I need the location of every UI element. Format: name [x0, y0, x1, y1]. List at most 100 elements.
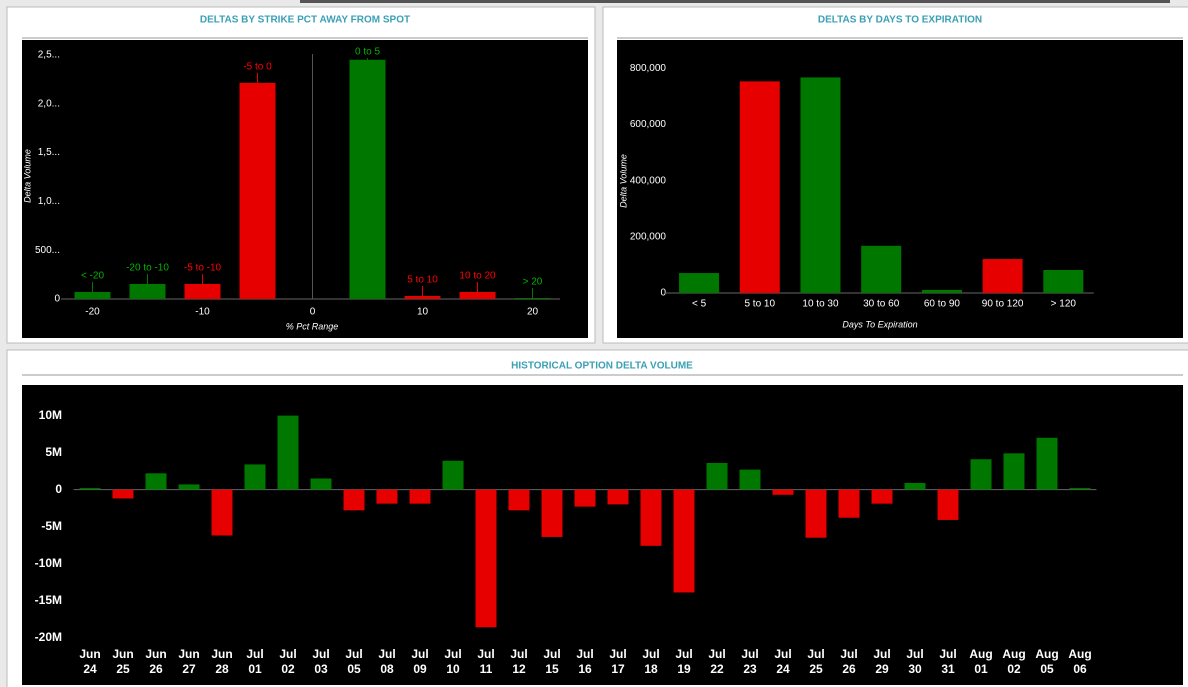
bar: [739, 469, 761, 490]
y-tick-label: -5M: [41, 519, 62, 533]
chart-title: DELTAS BY STRIKE PCT AWAY FROM SPOT: [200, 15, 410, 26]
x-tick-label: Aug 06: [1068, 647, 1092, 676]
x-tick-label: Jul 24: [774, 647, 792, 676]
bar: [861, 245, 902, 293]
bar: [145, 473, 167, 490]
x-tick-label: < 5: [692, 299, 707, 310]
bar: [277, 415, 299, 490]
bar: [805, 489, 827, 538]
x-tick-label: Jul 08: [378, 647, 396, 676]
y-tick-label: 200,000: [630, 232, 667, 243]
data-label: -5 to -10: [184, 263, 222, 274]
y-tick-label: 0: [660, 288, 666, 299]
bar: [239, 82, 276, 299]
bar: [129, 283, 166, 299]
bar: [673, 489, 695, 593]
data-label: 5 to 10: [407, 275, 438, 286]
chart-title: HISTORICAL OPTION DELTA VOLUME: [511, 361, 693, 372]
x-tick-label: Jun 24: [79, 647, 101, 676]
y-tick-label: -15M: [35, 593, 62, 607]
x-tick-label: 60 to 90: [924, 299, 961, 310]
x-tick-label: Jul 05: [345, 647, 363, 676]
bar: [800, 77, 841, 293]
x-tick-label: Jul 16: [576, 647, 594, 676]
bar: [244, 464, 266, 490]
data-label: -20 to -10: [126, 263, 169, 274]
x-tick-label: Jul 12: [510, 647, 528, 676]
bar: [310, 478, 332, 490]
x-tick-label: 10: [417, 307, 429, 318]
bar: [184, 283, 221, 299]
x-tick-label: Jul 18: [642, 647, 660, 676]
bar: [921, 289, 962, 293]
bar: [74, 291, 111, 299]
bar: [679, 273, 720, 293]
x-tick-label: 5 to 10: [744, 299, 775, 310]
x-tick-label: Jul 26: [840, 647, 858, 676]
x-tick-label: Aug 01: [969, 647, 993, 676]
bar: [1069, 488, 1091, 490]
bar: [739, 81, 780, 293]
x-tick-label: Jul 22: [708, 647, 726, 676]
bar: [178, 484, 200, 490]
x-tick-label: Jul 10: [444, 647, 462, 676]
x-tick-label: Aug 02: [1002, 647, 1026, 676]
data-label: < -20: [81, 271, 105, 282]
x-tick-label: Jun 25: [112, 647, 134, 676]
y-tick-label: 0: [55, 482, 62, 496]
bar: [79, 488, 101, 490]
bar: [640, 489, 662, 546]
y-tick-label: 10M: [39, 408, 62, 422]
bar: [574, 489, 596, 507]
x-tick-label: Jul 29: [873, 647, 891, 676]
data-label: -5 to 0: [243, 62, 272, 73]
x-tick-label: Jul 17: [609, 647, 627, 676]
y-tick-label: 2,5...: [38, 50, 60, 61]
bar: [1036, 437, 1058, 490]
x-tick-label: 30 to 60: [863, 299, 900, 310]
y-tick-label: 0: [54, 294, 60, 305]
data-label: 0 to 5: [355, 47, 380, 58]
data-label: 10 to 20: [459, 271, 496, 282]
bar: [475, 489, 497, 628]
bar: [343, 489, 365, 511]
y-tick-label: 500...: [35, 245, 60, 256]
y-axis-title: Delta Volume: [22, 149, 32, 203]
x-tick-label: Jun 27: [178, 647, 200, 676]
x-tick-label: Jul 01: [246, 647, 264, 676]
bar: [404, 295, 441, 299]
x-tick-label: Jul 31: [939, 647, 957, 676]
y-tick-label: -20M: [35, 630, 62, 644]
x-tick-label: 0: [310, 307, 316, 318]
x-tick-label: Aug 05: [1035, 647, 1059, 676]
chart-title: DELTAS BY DAYS TO EXPIRATION: [818, 15, 982, 26]
bar: [508, 489, 530, 511]
x-tick-label: Jul 02: [279, 647, 297, 676]
bar: [838, 489, 860, 518]
bar: [772, 489, 794, 495]
y-tick-label: 5M: [45, 445, 62, 459]
bar: [541, 489, 563, 537]
y-axis-title: Delta Volume: [618, 154, 628, 208]
bar: [459, 291, 496, 299]
bar: [376, 489, 398, 504]
bar: [1003, 453, 1025, 490]
bar: [409, 489, 431, 504]
y-tick-label: 2,0...: [38, 98, 60, 109]
x-tick-label: Jul 23: [741, 647, 759, 676]
x-tick-label: > 120: [1051, 299, 1077, 310]
x-tick-label: -10: [195, 307, 210, 318]
y-tick-label: 1,0...: [38, 196, 60, 207]
bar: [607, 489, 629, 505]
x-tick-label: Jul 25: [807, 647, 825, 676]
y-tick-label: 600,000: [630, 119, 667, 130]
bar: [937, 489, 959, 520]
x-tick-label: -20: [85, 307, 100, 318]
x-tick-label: 20: [527, 307, 539, 318]
x-axis-title: % Pct Range: [286, 321, 339, 331]
bar: [211, 489, 233, 536]
bar: [442, 460, 464, 490]
x-tick-label: 90 to 120: [982, 299, 1024, 310]
